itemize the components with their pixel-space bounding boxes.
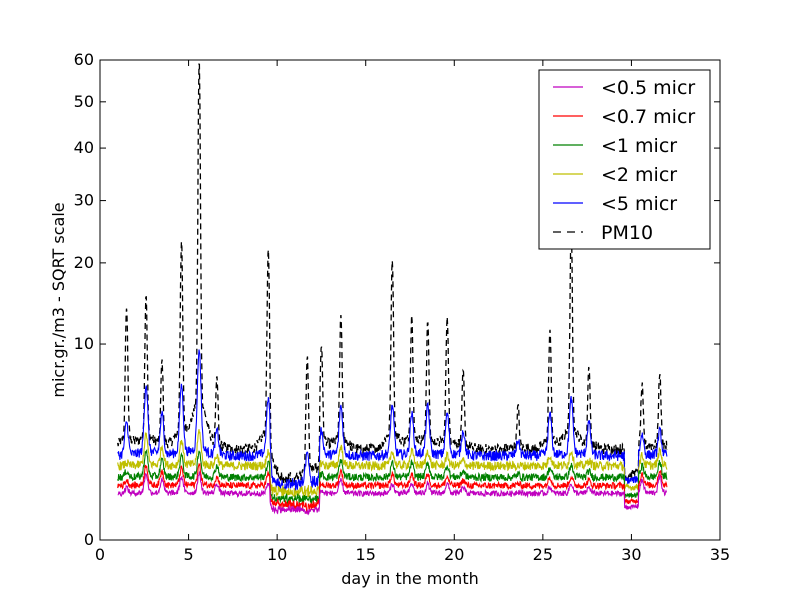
y-tick-label: 60 [74, 50, 94, 69]
series-line-2-micr [117, 429, 668, 498]
series-line-5-micr [117, 349, 668, 492]
legend: <0.5 micr <0.7 micr <1 micr <2 micr <5 micr P… [538, 69, 711, 250]
x-tick-label: 20 [444, 545, 464, 564]
x-axis: 0 5 10 15 20 25 30 35 [95, 60, 730, 564]
series-line-0-5-micr [117, 470, 668, 516]
series-line-pm10 [117, 63, 668, 487]
x-tick-label: 30 [621, 545, 641, 564]
y-tick-label: 40 [74, 138, 94, 157]
x-tick-label: 35 [710, 545, 730, 564]
x-tick-label: 0 [95, 545, 105, 564]
legend-frame [538, 69, 711, 250]
x-tick-label: 15 [356, 545, 376, 564]
series-line-0-7-micr [117, 462, 668, 514]
y-tick-label: 20 [74, 253, 94, 272]
x-tick-label: 5 [183, 545, 193, 564]
legend-label: PM10 [601, 222, 653, 244]
y-axis-label: micr.gr./m3 - SQRT scale [49, 202, 68, 397]
x-tick-label: 25 [533, 545, 553, 564]
legend-label: <0.7 micr [601, 106, 695, 128]
series-line-1-micr [117, 448, 668, 506]
legend-label: <1 micr [601, 135, 677, 157]
legend-label: <5 micr [601, 193, 677, 215]
series-layer [117, 63, 668, 516]
y-tick-label: 50 [74, 92, 94, 111]
legend-label: <2 micr [601, 164, 677, 186]
legend-label: <0.5 micr [601, 77, 695, 99]
x-axis-label: day in the month [341, 569, 478, 588]
y-tick-label: 0 [84, 530, 94, 549]
plot-frame [99, 59, 721, 541]
x-tick-label: 10 [267, 545, 287, 564]
y-tick-label: 10 [74, 334, 94, 353]
y-axis: 0 10 20 30 40 50 60 [74, 50, 720, 549]
y-tick-label: 30 [74, 191, 94, 210]
